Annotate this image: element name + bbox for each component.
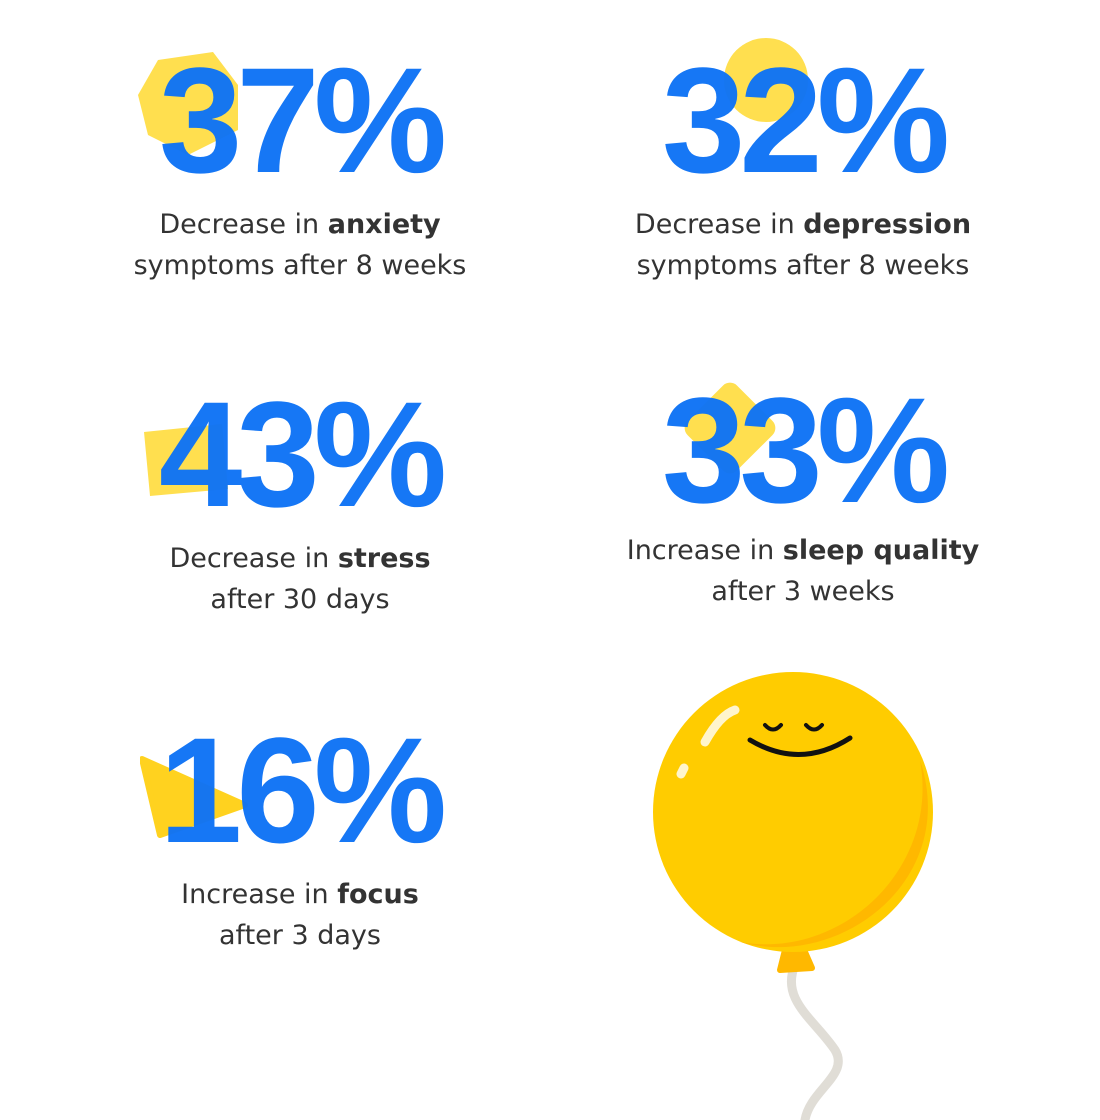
stat-value: 32%	[661, 36, 950, 204]
stat-description: Decrease in depression symptoms after 8 w…	[634, 209, 972, 281]
stat-description: Increase in focus after 3 days	[181, 879, 419, 951]
stat-description: Increase in sleep quality after 3 weeks	[626, 535, 980, 607]
square-shape-icon	[144, 424, 228, 496]
circle-shape-icon	[724, 38, 808, 122]
smiling-balloon-illustration	[653, 672, 933, 1120]
stat-description: Decrease in anxiety symptoms after 8 week…	[133, 209, 467, 281]
stat-stress: 43% Decrease in stress after 30 days	[50, 370, 550, 620]
diamond-shape-icon	[684, 382, 776, 474]
hexagon-shape-icon	[138, 52, 238, 155]
stat-value: 43%	[158, 370, 447, 538]
stat-value: 37%	[158, 36, 447, 204]
stat-description: Decrease in stress after 30 days	[169, 543, 431, 615]
stat-value: 33%	[661, 366, 950, 534]
stat-focus: 16% Increase in focus after 3 days	[50, 706, 550, 956]
stat-depression: 32% Decrease in depression symptoms after…	[553, 36, 1053, 286]
triangle-shape-icon	[140, 756, 248, 838]
stat-value: 16%	[158, 706, 447, 874]
stat-sleep-quality: 33% Increase in sleep quality after 3 wee…	[553, 366, 1053, 612]
stat-anxiety: 37% Decrease in anxiety symptoms after 8 …	[50, 36, 550, 286]
